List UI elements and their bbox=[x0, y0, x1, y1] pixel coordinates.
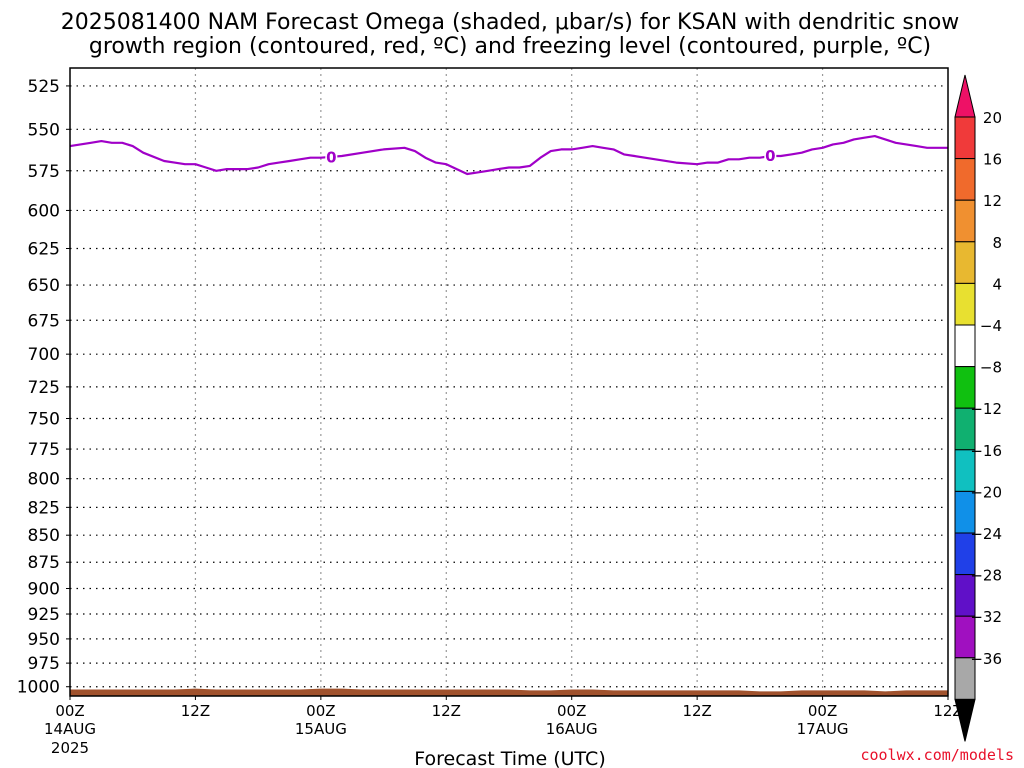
y-tick-label: 800 bbox=[28, 470, 60, 490]
x-tick-year: 2025 bbox=[51, 739, 89, 757]
freezing-level-line bbox=[69, 135, 948, 176]
title-block: 2025081400 NAM Forecast Omega (shaded, μ… bbox=[61, 10, 960, 59]
y-tick-label: 550 bbox=[28, 120, 60, 140]
y-tick-label: 950 bbox=[28, 630, 60, 650]
colorbar-label: −36 bbox=[970, 650, 1002, 668]
colorbar: 20 16 12 8 4 −4 −8 −12 −16 −20 −24 −28 −32 −36 bbox=[954, 74, 1002, 742]
y-tick-label: 525 bbox=[28, 77, 60, 97]
y-tick-label: 925 bbox=[28, 605, 60, 625]
colorbar-label: −28 bbox=[970, 567, 1002, 585]
colorbar-label: −32 bbox=[970, 608, 1002, 626]
terrain-area bbox=[70, 688, 948, 696]
y-tick-label: 650 bbox=[28, 276, 60, 296]
colorbar-bottom-triangle bbox=[954, 698, 976, 742]
colorbar-label: −4 bbox=[980, 317, 1002, 335]
x-tick-label: 00Z bbox=[808, 702, 837, 720]
x-tick-label: 00Z bbox=[557, 702, 586, 720]
colorbar-label: −8 bbox=[980, 359, 1002, 377]
y-tick-label: 725 bbox=[28, 378, 60, 398]
colorbar-segment bbox=[954, 282, 976, 326]
contour-label-background bbox=[764, 147, 777, 166]
plot-frame bbox=[69, 67, 949, 697]
y-tick-label: 600 bbox=[28, 201, 60, 221]
colorbar-label: −12 bbox=[970, 400, 1002, 418]
colorbar-segment bbox=[954, 241, 976, 284]
terrain-fill bbox=[70, 688, 948, 696]
colorbar-segment bbox=[954, 199, 976, 243]
colorbar-label: 20 bbox=[983, 109, 1002, 127]
colorbar-segment bbox=[954, 158, 976, 201]
y-tick-label: 575 bbox=[28, 162, 60, 182]
grid bbox=[70, 68, 948, 696]
y-tick-label: 775 bbox=[28, 440, 60, 460]
y-tick-label: 850 bbox=[28, 526, 60, 546]
credit-text: coolwx.com/models bbox=[860, 746, 1014, 764]
y-tick-label: 625 bbox=[28, 239, 60, 259]
chart-title-line-2: growth region (contoured, red, ºC) and f… bbox=[89, 34, 931, 59]
colorbar-label: 8 bbox=[992, 234, 1002, 252]
colorbar-label: −16 bbox=[970, 442, 1002, 460]
colorbar-label: 12 bbox=[983, 192, 1002, 210]
y-tick-label: 700 bbox=[28, 345, 60, 365]
contour-label: 0 bbox=[326, 149, 336, 167]
x-axis-label: Forecast Time (UTC) bbox=[414, 748, 605, 768]
y-tick-label: 675 bbox=[28, 311, 60, 331]
x-tick-label: 12Z bbox=[933, 702, 962, 720]
colorbar-label: −20 bbox=[970, 483, 1002, 501]
y-tick-label: 900 bbox=[28, 579, 60, 599]
x-tick-date: 16AUG bbox=[546, 720, 598, 738]
x-tick-date: 15AUG bbox=[295, 720, 347, 738]
colorbar-segment bbox=[954, 324, 976, 368]
x-tick-label: 00Z bbox=[55, 702, 84, 720]
colorbar-top-triangle bbox=[954, 74, 976, 118]
x-tick-label: 12Z bbox=[181, 702, 210, 720]
colorbar-label: 16 bbox=[983, 151, 1002, 169]
y-tick-label: 825 bbox=[28, 498, 60, 518]
chart-title-line-1: 2025081400 NAM Forecast Omega (shaded, μ… bbox=[61, 10, 960, 35]
x-tick-date: 14AUG bbox=[44, 720, 96, 738]
x-tick-label: 00Z bbox=[306, 702, 335, 720]
colorbar-label: 4 bbox=[992, 275, 1002, 293]
y-tick-label: 750 bbox=[28, 409, 60, 429]
contour-label: 0 bbox=[765, 147, 775, 165]
y-tick-label: 1000 bbox=[17, 678, 60, 698]
x-tick-date: 17AUG bbox=[797, 720, 849, 738]
contour-label-background bbox=[325, 148, 338, 167]
y-tick-label: 875 bbox=[28, 553, 60, 573]
colorbar-segment bbox=[954, 116, 976, 160]
x-tick-label: 12Z bbox=[432, 702, 461, 720]
y-axis-ticks: 525 550 575 600 625 650 675 700 725 750 775 800 825 8… bbox=[17, 77, 70, 698]
colorbar-label: −24 bbox=[970, 525, 1002, 543]
y-tick-label: 975 bbox=[28, 654, 60, 674]
x-tick-label: 12Z bbox=[682, 702, 711, 720]
